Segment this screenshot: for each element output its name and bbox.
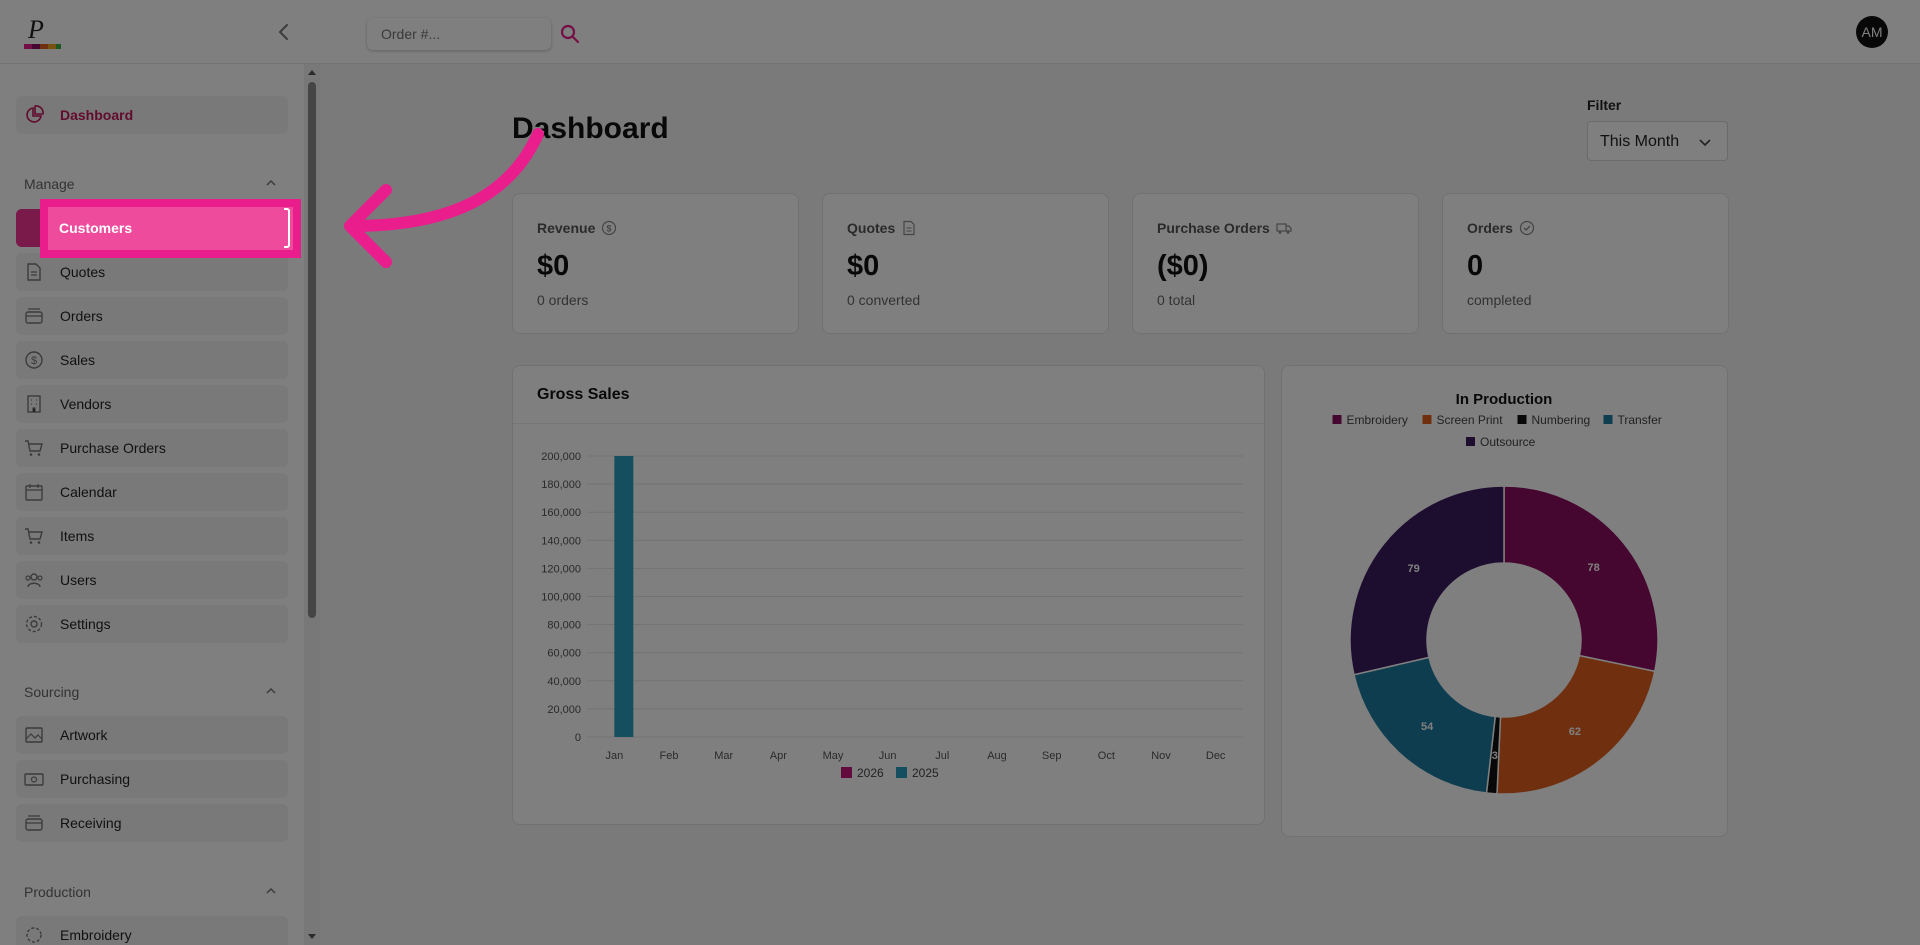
- customers-item-highlight-edge: [16, 209, 40, 247]
- highlight-bracket: [284, 208, 290, 248]
- tutorial-arrow-icon: [344, 128, 544, 268]
- sidebar-item-customers-label[interactable]: Customers: [59, 220, 133, 236]
- customers-highlight-frame[interactable]: [40, 199, 301, 258]
